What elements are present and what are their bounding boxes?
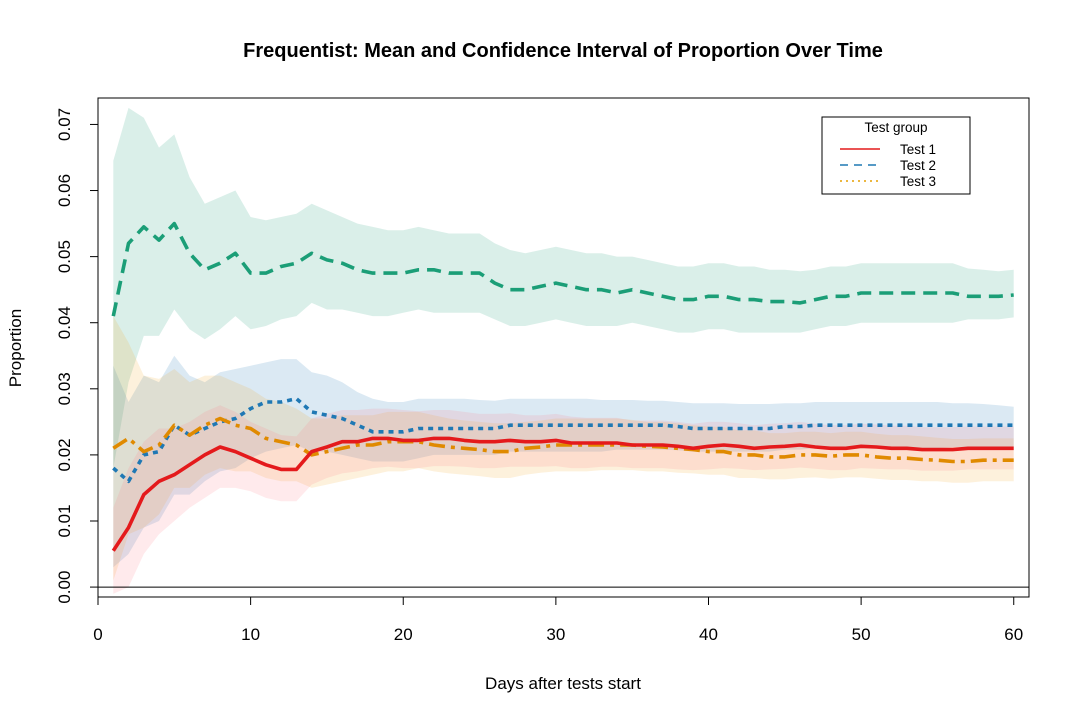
y-axis: 0.00 0.01 0.02 0.03 0.04 0.05 0.06 0.07: [55, 108, 99, 604]
x-tick-label: 40: [699, 625, 718, 644]
legend-label-2: Test 2: [900, 158, 936, 173]
legend-label-1: Test 1: [900, 142, 936, 157]
x-tick-label: 30: [546, 625, 565, 644]
y-axis-label: Proportion: [6, 309, 25, 387]
x-axis-label: Days after tests start: [485, 674, 641, 693]
x-tick-label: 50: [852, 625, 871, 644]
y-tick-label: 0.07: [55, 108, 74, 141]
x-tick-label: 10: [241, 625, 260, 644]
ci-band-test3: [113, 316, 1014, 581]
ci-band-control: [113, 107, 1014, 469]
chart-title: Frequentist: Mean and Confidence Interva…: [243, 40, 883, 62]
y-tick-label: 0.06: [55, 174, 74, 207]
x-tick-label: 20: [394, 625, 413, 644]
x-axis: 0 10 20 30 40 50 60: [93, 596, 1023, 644]
x-tick-label: 0: [93, 625, 102, 644]
y-tick-label: 0.05: [55, 240, 74, 273]
legend-label-3: Test 3: [900, 174, 936, 189]
y-tick-label: 0.04: [55, 306, 74, 339]
confidence-bands: [113, 107, 1014, 594]
x-tick-label: 60: [1004, 625, 1023, 644]
series-line-test1: [111, 436, 1014, 552]
series-lines: [111, 221, 1014, 552]
legend-title: Test group: [864, 120, 927, 135]
y-tick-label: 0.02: [55, 438, 74, 471]
y-tick-label: 0.01: [55, 504, 74, 537]
series-line-control: [111, 221, 1014, 317]
series-line-test3: [112, 416, 1014, 464]
ci-band-test1: [113, 405, 1014, 594]
y-tick-label: 0.03: [55, 372, 74, 405]
ci-band-test2: [113, 355, 1014, 568]
y-tick-label: 0.00: [55, 571, 74, 604]
